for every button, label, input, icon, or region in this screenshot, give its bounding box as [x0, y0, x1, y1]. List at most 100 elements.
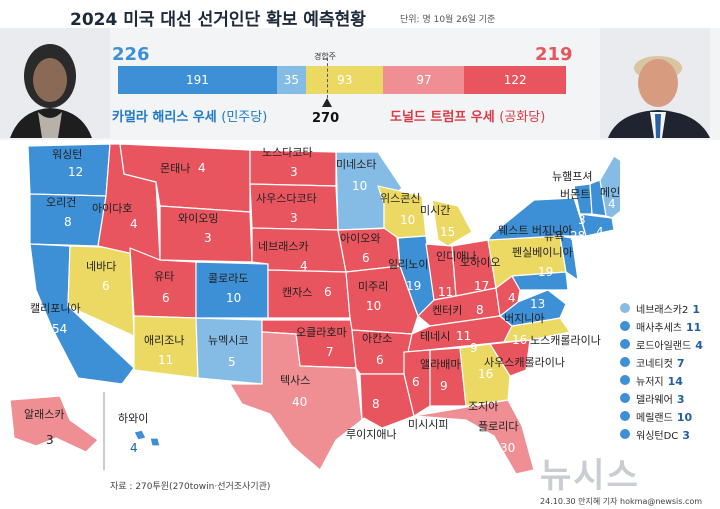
votes-mo: 10: [366, 299, 381, 313]
votes-mi: 15: [440, 225, 455, 239]
label-ks: 캔자스: [282, 286, 312, 299]
label-il: 일리노이: [388, 257, 428, 271]
bar-dem-lean: 35: [276, 66, 306, 94]
legend-votes: 3: [676, 393, 685, 406]
dem-caption-name: 카멀라 해리스 우세: [112, 110, 217, 125]
label-ga: 조지아: [468, 400, 498, 413]
label-mo: 미주리: [358, 280, 388, 293]
votes-hi: 4: [130, 441, 138, 455]
label-ca: 캘리포니아: [30, 302, 81, 315]
rep-caption-name: 도널드 트럼프 우세: [390, 110, 495, 125]
legend-dot-icon: [620, 321, 630, 331]
label-tn: 테네시: [420, 330, 450, 343]
label-sd: 사우스다코타: [256, 192, 317, 205]
legend-name: 뉴저지: [636, 377, 664, 388]
state-nm: [195, 317, 263, 385]
state-ma: [579, 213, 615, 237]
votes-la: 8: [372, 397, 380, 411]
state-me: [599, 155, 620, 219]
votes-ok: 7: [326, 345, 334, 359]
state-ms: [403, 349, 431, 417]
votes-nm: 5: [228, 355, 236, 369]
dem-party: (민주당): [221, 110, 268, 125]
state-nj: [559, 235, 579, 281]
votes-mn: 10: [352, 179, 367, 193]
votes-in: 11: [438, 285, 453, 299]
votes-ky: 8: [476, 303, 484, 317]
state-hi: [133, 429, 161, 447]
legend-item: 네브래스카2 1: [616, 300, 720, 317]
label-hi: 하와이: [118, 411, 148, 425]
votes-pa: 19: [538, 265, 553, 279]
legend-dot-icon: [620, 357, 630, 367]
label-oh: 오하이오: [460, 255, 500, 269]
electoral-bar: 191 35 93 97 122: [118, 66, 566, 94]
votes-ak: 3: [46, 433, 54, 447]
votes-ar: 6: [376, 353, 384, 367]
state-nc: [503, 317, 571, 343]
legend-votes: 4: [695, 339, 703, 352]
label-vt: 버몬트: [560, 188, 590, 201]
credit-line: 24.10.30 안지혜 기자 hokma@newsis.com: [540, 497, 703, 506]
legend-item: 로드아일랜드 4: [616, 336, 720, 353]
votes-nv: 6: [102, 279, 110, 293]
rep-party: (공화당): [499, 110, 546, 125]
label-mn: 미네소타: [336, 158, 376, 171]
label-ok: 오클라호마: [296, 326, 347, 339]
legend-item: 메릴랜드 10: [616, 408, 720, 425]
legend-name: 워싱턴DC: [636, 431, 679, 442]
label-nv: 네바다: [86, 260, 116, 273]
legend-dot-icon: [620, 303, 630, 313]
label-id: 아이다호: [92, 202, 132, 215]
votes-ut: 6: [162, 291, 170, 305]
legend-item: 델라웨어 3: [616, 390, 720, 407]
votes-nd: 3: [290, 165, 298, 179]
legend-votes: 11: [686, 321, 702, 334]
votes-co: 10: [226, 291, 241, 305]
votes-or: 8: [64, 215, 72, 229]
bar-rep-lean: 97: [383, 66, 465, 94]
state-co: [195, 261, 269, 319]
label-sc: 사우스캐롤라이나: [484, 356, 565, 369]
label-al: 앨라배마: [420, 358, 460, 371]
us-map: 워싱턴 12 오리건 8 캘리포니아 54 네바다 6 아이다호 4 몬태나 4…: [9, 143, 620, 475]
label-nh: 뉴햄프셔: [552, 170, 592, 183]
votes-ca: 54: [52, 322, 67, 336]
votes-oh: 17: [474, 279, 489, 293]
label-in: 인디애나: [436, 250, 476, 263]
page-title: 2024 미국 대선 선거인단 확보 예측현황: [70, 10, 366, 30]
votes-id: 4: [130, 217, 138, 231]
label-ut: 유타: [154, 270, 174, 283]
label-co: 콜로라도: [208, 272, 248, 285]
legend-name: 네브래스카2: [636, 305, 689, 316]
votes-fl: 30: [500, 441, 515, 455]
state-ak: [9, 395, 99, 453]
legend-name: 매사추세츠: [636, 323, 682, 334]
votes-wv: 4: [508, 291, 516, 305]
legend-dot-icon: [620, 429, 630, 439]
votes-nh: 4: [596, 225, 604, 239]
label-pa: 펜실베이니아: [512, 246, 573, 259]
label-va: 버지니아: [504, 312, 544, 325]
tossup-label: 경합주: [313, 52, 337, 61]
state-fl: [413, 399, 535, 475]
bar-tossup: 93: [305, 66, 384, 94]
trump-photo: [600, 28, 710, 138]
rep-total: 219: [535, 44, 573, 65]
state-az: [133, 315, 199, 379]
votes-ga: 16: [478, 367, 493, 381]
votes-az: 11: [158, 353, 173, 367]
votes-tn: 11: [456, 329, 471, 343]
label-wi: 위스콘신: [380, 192, 420, 205]
votes-mt: 4: [198, 161, 206, 175]
watermark: 뉴시스: [540, 456, 640, 496]
votes-me: 4: [608, 197, 616, 211]
votes-tx: 40: [292, 395, 307, 409]
votes-nc: 16: [512, 333, 527, 347]
votes-vt: 3: [578, 213, 586, 227]
label-nc: 노스캐롤라이나: [530, 334, 601, 347]
label-ne: 네브래스카: [258, 240, 309, 253]
legend-item: 워싱턴DC 3: [616, 426, 720, 443]
state-md: [511, 271, 569, 291]
legend-name: 로드아일랜드: [636, 341, 692, 352]
